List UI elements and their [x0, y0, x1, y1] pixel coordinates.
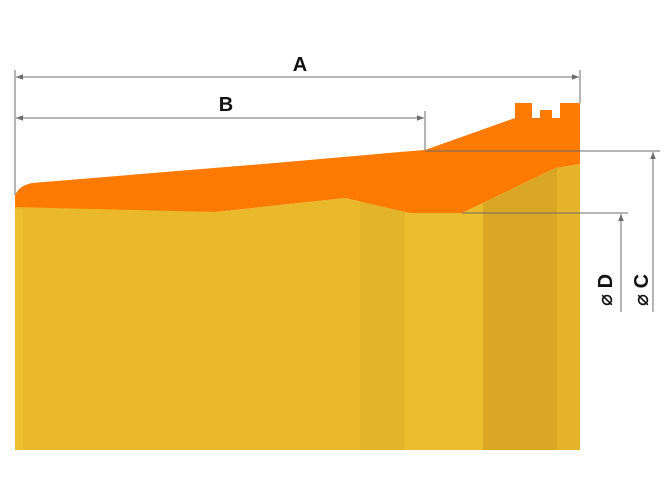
- shade-band-1: [360, 200, 405, 450]
- dim-C-diameter-symbol: ⌀: [631, 294, 653, 306]
- dimension-A: A: [14, 54, 581, 195]
- shade-band-3: [483, 168, 557, 450]
- dim-D-label: ⌀ D: [595, 274, 617, 306]
- dim-B-label: B: [219, 94, 233, 116]
- dim-D-diameter-symbol: ⌀: [595, 294, 617, 306]
- dim-A-label: A: [293, 54, 307, 76]
- orange-liner: [15, 103, 580, 213]
- yellow-body: [15, 164, 580, 450]
- body-section: [15, 164, 580, 450]
- dim-C-letter: C: [631, 274, 653, 288]
- dimension-D: ⌀ D: [462, 212, 628, 312]
- shade-band-2: [405, 213, 483, 450]
- dim-C-label: ⌀ C: [631, 274, 653, 306]
- dimension-B: B: [16, 94, 426, 150]
- dim-D-letter: D: [595, 274, 617, 288]
- shade-band-4: [557, 164, 580, 450]
- dimension-C: ⌀ C: [425, 150, 660, 312]
- shade-band-edge: [15, 210, 23, 450]
